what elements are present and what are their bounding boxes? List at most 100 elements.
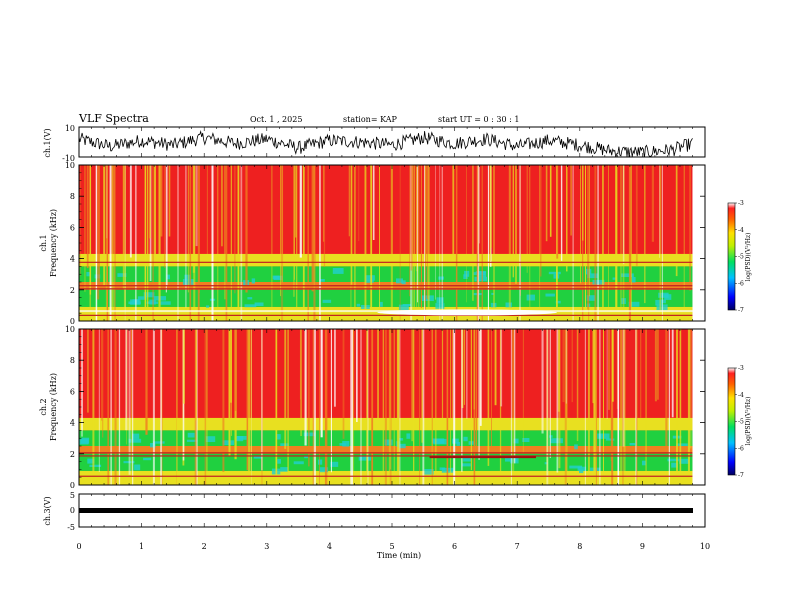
spectro-hline xyxy=(79,452,693,454)
spectro-cyan-patch xyxy=(184,274,191,281)
spectro-streak xyxy=(409,165,411,297)
spectro-streak xyxy=(229,329,232,403)
spectro-streak xyxy=(354,165,356,321)
spectro-streak xyxy=(114,165,116,321)
colorbar-tick-label: -4 xyxy=(738,392,744,399)
spectro-streak xyxy=(413,329,415,485)
spectro-cyan-patch xyxy=(406,433,411,439)
spectro-streak xyxy=(566,165,568,272)
spectro-streak xyxy=(299,329,301,400)
time-tick-label: 1 xyxy=(139,542,144,551)
spectro-streak xyxy=(342,329,345,439)
spectro-streak xyxy=(657,329,659,400)
spectro-streak xyxy=(248,329,251,485)
spectro-streak xyxy=(240,165,243,321)
spectro-cyan-patch xyxy=(128,301,141,305)
spectro-streak xyxy=(565,329,568,485)
spectro-cyan-patch xyxy=(679,458,690,464)
ch1-spectrogram-ylabel-channel: ch.1 xyxy=(39,234,48,251)
spectro-streak xyxy=(493,165,495,321)
spectro-streak xyxy=(473,329,476,485)
spectro-cyan-patch xyxy=(166,274,170,280)
spectro-cyan-patch xyxy=(621,273,634,277)
spectro-cyan-patch xyxy=(273,275,283,280)
spectro-streak xyxy=(98,329,100,472)
spectro-streak xyxy=(593,329,596,485)
time-tick-label: 2 xyxy=(202,542,207,551)
spectro-streak xyxy=(426,165,428,299)
ch2-spectrogram-image xyxy=(79,329,705,485)
spectro-streak xyxy=(122,165,124,290)
spectro-streak xyxy=(144,165,147,321)
spectro-streak xyxy=(622,165,625,321)
spectro-cyan-patch xyxy=(402,304,411,307)
spectro-cyan-patch xyxy=(629,443,636,446)
time-tick-label: 3 xyxy=(264,542,269,551)
spectro-streak xyxy=(152,165,154,321)
spectro-cyan-patch xyxy=(81,437,90,444)
colorbar-ch1-gradient xyxy=(727,202,736,311)
spectro-streak xyxy=(366,329,368,485)
spectro-cyan-patch xyxy=(280,467,288,472)
spectro-cyan-patch xyxy=(319,467,329,473)
spectro-streak xyxy=(204,329,207,485)
spectro-streak xyxy=(435,329,437,485)
spectro-streak xyxy=(562,329,565,403)
spectro-cyan-patch xyxy=(222,440,235,446)
spectro-streak xyxy=(183,329,185,404)
spectro-streak xyxy=(592,329,595,404)
spectro-streak xyxy=(199,165,200,294)
spectro-streak xyxy=(529,165,531,321)
spectro-cyan-patch xyxy=(586,295,595,301)
spectro-cyan-patch xyxy=(254,302,264,306)
spectro-streak xyxy=(599,329,601,485)
spectro-streak xyxy=(608,329,610,410)
spectro-streak xyxy=(81,329,83,430)
spectro-cyan-patch xyxy=(143,292,155,298)
spectro-streak xyxy=(585,165,586,321)
spectro-streak xyxy=(160,165,163,237)
spectro-cyan-patch xyxy=(87,458,95,464)
ch1-ytick-bottom: -10 xyxy=(62,154,75,163)
spectro-streak xyxy=(176,329,178,485)
spectro-cyan-patch xyxy=(473,272,486,275)
spectro-cyan-patch xyxy=(89,464,102,467)
spectro-streak xyxy=(280,165,284,321)
spectro-streak xyxy=(603,329,604,485)
spectro-streak xyxy=(250,329,252,485)
freq-tick-label: 2 xyxy=(70,286,75,295)
freq-tick-label: 0 xyxy=(70,481,75,490)
spectro-streak xyxy=(222,329,225,472)
spectro-streak xyxy=(397,329,400,485)
spectro-cyan-patch xyxy=(276,434,281,440)
spectro-cyan-patch xyxy=(379,301,383,307)
spectro-streak xyxy=(330,329,332,473)
colorbar-ch1-label: log(PSD)(V²/Hz) xyxy=(745,233,752,282)
spectro-streak xyxy=(616,329,619,409)
spectro-streak xyxy=(158,165,161,321)
spectro-streak xyxy=(358,165,360,242)
spectro-cyan-patch xyxy=(513,438,519,444)
spectro-streak xyxy=(348,165,350,237)
spectro-streak xyxy=(416,165,418,321)
spectro-cyan-patch xyxy=(605,438,615,441)
spectro-streak xyxy=(102,329,104,438)
spectro-streak xyxy=(113,165,115,321)
spectro-cyan-patch xyxy=(247,297,253,300)
spectro-cyan-patch xyxy=(186,439,198,442)
spectro-streak xyxy=(217,165,219,321)
spectro-streak xyxy=(476,165,479,321)
spectro-cyan-patch xyxy=(424,469,434,475)
spectro-streak xyxy=(541,329,544,434)
spectro-cyan-patch xyxy=(433,438,447,445)
spectro-streak xyxy=(372,165,375,240)
spectro-streak xyxy=(197,165,200,321)
spectro-streak xyxy=(131,329,132,477)
spectro-streak xyxy=(384,329,387,485)
spectro-streak xyxy=(450,329,451,485)
spectro-cyan-patch xyxy=(628,301,640,307)
spectro-streak xyxy=(455,165,458,321)
spectro-cyan-patch xyxy=(123,461,135,464)
spectro-streak xyxy=(299,165,302,258)
spectro-streak xyxy=(675,165,678,277)
